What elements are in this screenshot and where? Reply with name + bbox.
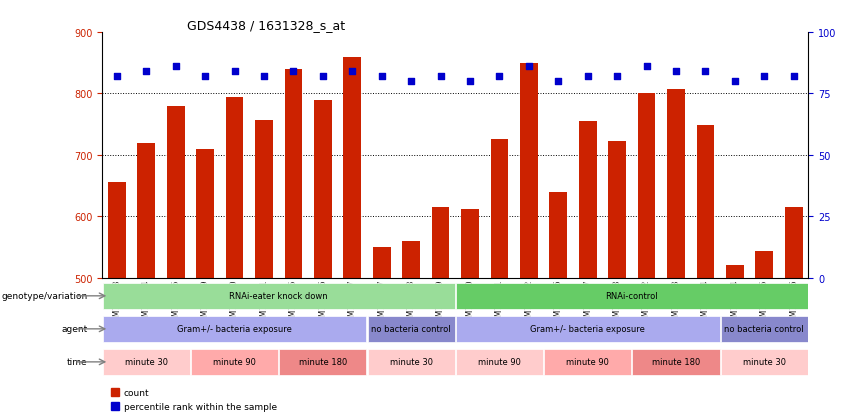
FancyBboxPatch shape [368,349,454,375]
Point [404,79,418,85]
Text: minute 30: minute 30 [125,358,168,366]
Point [463,79,477,85]
Point [257,74,271,81]
Point [346,69,359,76]
FancyBboxPatch shape [544,349,631,375]
Bar [344,57,361,278]
FancyBboxPatch shape [191,349,278,375]
FancyBboxPatch shape [721,316,808,342]
Point [434,74,448,81]
Text: minute 90: minute 90 [566,358,609,366]
Legend: count, percentile rank within the sample: count, percentile rank within the sample [106,385,281,413]
Bar [226,97,243,278]
Text: minute 180: minute 180 [652,358,700,366]
Text: no bacteria control: no bacteria control [371,325,451,334]
Text: Gram+/- bacteria exposure: Gram+/- bacteria exposure [177,325,292,334]
Point [699,69,712,76]
Text: RNAi-control: RNAi-control [606,292,658,301]
Bar [637,94,655,278]
Bar [314,100,332,278]
Text: minute 180: minute 180 [299,358,347,366]
Point [581,74,595,81]
Point [493,74,506,81]
Bar [520,64,538,278]
FancyBboxPatch shape [632,349,720,375]
Text: Gram+/- bacteria exposure: Gram+/- bacteria exposure [530,325,645,334]
Text: no bacteria control: no bacteria control [724,325,804,334]
FancyBboxPatch shape [279,349,367,375]
Bar [579,122,597,278]
Text: genotype/variation: genotype/variation [1,292,88,301]
Bar [756,252,773,278]
Bar [461,209,479,278]
Point [610,74,624,81]
Bar [667,89,685,278]
Text: GDS4438 / 1631328_s_at: GDS4438 / 1631328_s_at [187,19,345,32]
FancyBboxPatch shape [456,283,808,309]
Bar [284,70,302,278]
Point [551,79,565,85]
Point [316,74,329,81]
FancyBboxPatch shape [103,349,190,375]
Point [140,69,153,76]
Bar [550,192,567,278]
Bar [608,142,626,278]
Bar [403,241,420,278]
Point [757,74,771,81]
Point [168,64,182,71]
Bar [167,107,185,278]
Point [728,79,742,85]
Point [228,69,242,76]
FancyBboxPatch shape [103,316,367,342]
Point [522,64,535,71]
Point [787,74,801,81]
Point [640,64,654,71]
Text: time: time [66,358,88,366]
Bar [697,126,714,278]
Bar [785,207,802,278]
Point [198,74,212,81]
Point [110,74,123,81]
Text: minute 90: minute 90 [213,358,256,366]
Text: minute 30: minute 30 [390,358,432,366]
Bar [726,266,744,278]
Text: minute 30: minute 30 [743,358,785,366]
FancyBboxPatch shape [721,349,808,375]
FancyBboxPatch shape [103,283,454,309]
Bar [197,150,214,278]
Bar [490,140,508,278]
Point [669,69,683,76]
Bar [137,143,155,278]
Text: RNAi-eater knock down: RNAi-eater knock down [230,292,328,301]
Bar [373,247,391,278]
Bar [108,183,126,278]
FancyBboxPatch shape [456,316,720,342]
Point [375,74,389,81]
FancyBboxPatch shape [368,316,454,342]
Bar [255,121,273,278]
Bar [431,207,449,278]
Point [287,69,300,76]
FancyBboxPatch shape [456,349,543,375]
Text: minute 90: minute 90 [478,358,521,366]
Text: agent: agent [61,325,88,334]
